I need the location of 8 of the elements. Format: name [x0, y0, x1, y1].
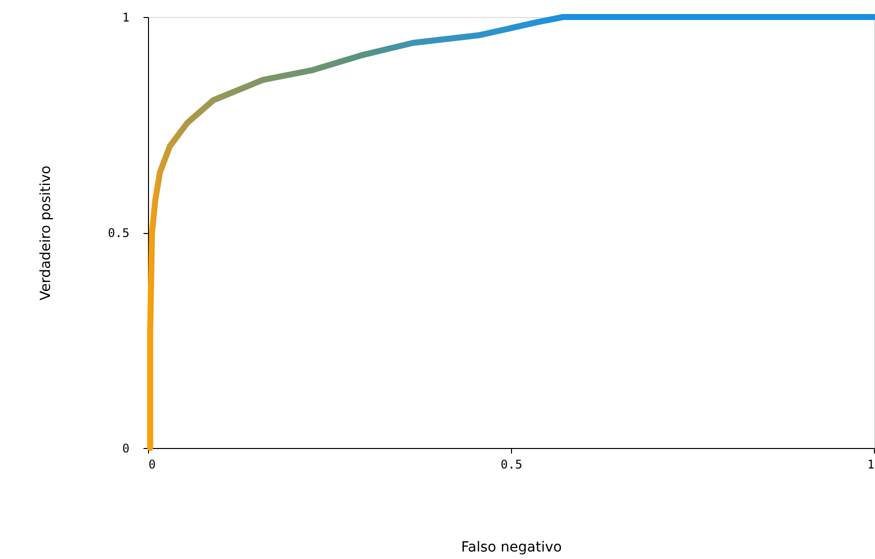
- y-tick-label: 1: [122, 10, 130, 24]
- x-tick-label: 0.5: [500, 458, 522, 472]
- y-tick-label: 0: [122, 442, 130, 456]
- y-axis-title: Verdadeiro positivo: [38, 166, 54, 300]
- y-tick-label: 0.5: [108, 226, 130, 240]
- x-tick-label: 1: [867, 458, 874, 472]
- x-tick-label: 0: [148, 458, 156, 472]
- x-axis-title: Falso negativo: [461, 540, 562, 556]
